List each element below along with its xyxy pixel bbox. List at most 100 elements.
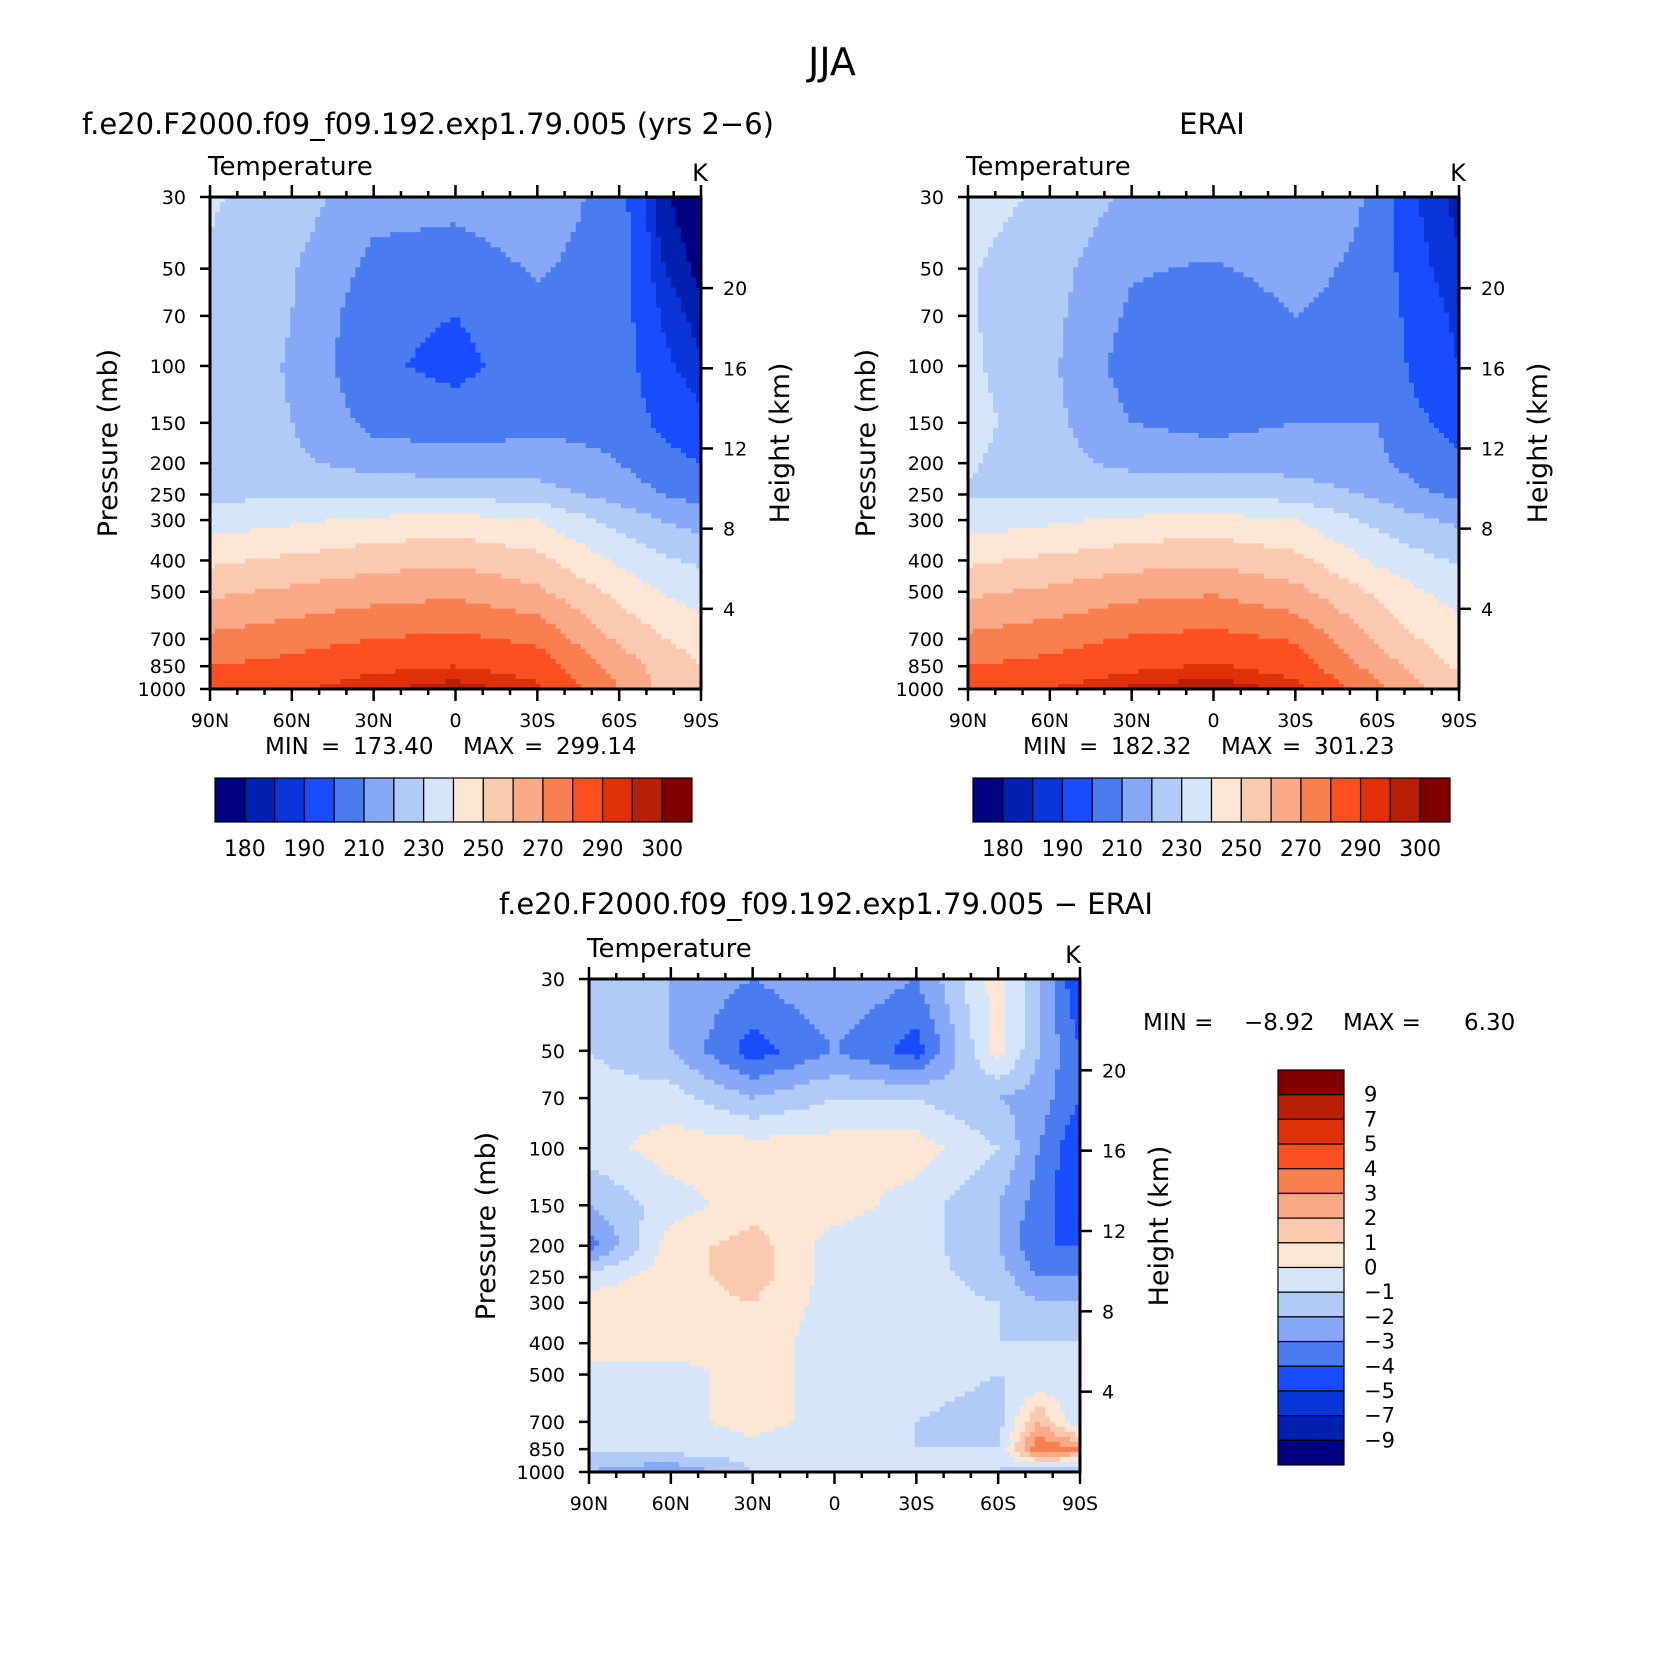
contour-cell (415, 202, 422, 208)
contour-cell (550, 322, 557, 329)
contour-cell (510, 427, 517, 434)
contour-cell (440, 332, 447, 339)
contour-cell (430, 372, 437, 379)
contour-cell (420, 272, 427, 278)
contour-cell (440, 237, 447, 243)
contour-cell (385, 448, 391, 454)
contour-cell (575, 322, 582, 329)
contour-cell (595, 377, 602, 384)
contour-cell (665, 312, 672, 319)
contour-cell (485, 397, 492, 404)
contour-cell (305, 262, 311, 268)
contour-cell (600, 427, 607, 434)
contour-cell (245, 432, 251, 439)
contour-cell (655, 432, 662, 439)
contour-cell (240, 232, 246, 238)
contour-cell (245, 437, 251, 444)
contour-cell (615, 352, 622, 359)
contour-cell (440, 247, 447, 253)
contour-cell (545, 252, 552, 258)
contour-cell (265, 247, 271, 253)
contour-cell (305, 352, 311, 359)
contour-cell (635, 443, 642, 449)
contour-cell (260, 202, 266, 208)
contour-cell (490, 337, 497, 344)
contour-cell (215, 287, 221, 293)
contour-cell (390, 317, 396, 324)
contour-cell (400, 282, 406, 288)
contour-cell (415, 232, 422, 238)
contour-cell (590, 272, 597, 278)
contour-cell (545, 357, 552, 364)
contour-cell (225, 352, 231, 359)
contour-cell (465, 427, 472, 434)
contour-cell (600, 432, 607, 439)
contour-cell (610, 282, 617, 288)
contour-cell (410, 207, 417, 213)
contour-cell (625, 367, 632, 374)
contour-cell (320, 247, 326, 253)
contour-cell (685, 362, 692, 369)
contour-cell (445, 197, 452, 203)
contour-cell (415, 357, 422, 364)
contour-cell (525, 217, 532, 223)
contour-cell (650, 347, 657, 354)
contour-cell (430, 352, 437, 359)
contour-cell (690, 307, 697, 314)
contour-cell (315, 267, 321, 273)
contour-cell (590, 307, 597, 314)
contour-cell (610, 322, 617, 329)
contour-cell (585, 252, 592, 258)
contour-cell (475, 202, 482, 208)
contour-cell (380, 372, 386, 379)
contour-cell (640, 392, 647, 399)
contour-cell (525, 227, 532, 233)
contour-cell (690, 317, 697, 324)
contour-cell (470, 377, 477, 384)
contour-cell (450, 387, 457, 394)
contour-cell (280, 252, 286, 258)
contour-cell (550, 227, 557, 233)
contour-cell (440, 287, 447, 293)
contour-cell (275, 302, 281, 309)
contour-cell (380, 247, 386, 253)
contour-cell (405, 207, 412, 213)
contour-cell (505, 222, 512, 228)
contour-cell (315, 352, 321, 359)
contour-cell (350, 362, 356, 369)
contour-cell (590, 322, 597, 329)
contour-cell (255, 257, 261, 263)
contour-cell (375, 327, 381, 334)
contour-cell (425, 292, 432, 299)
contour-cell (395, 422, 401, 429)
contour-cell (685, 282, 692, 288)
contour-cell (350, 322, 356, 329)
contour-cell (225, 232, 231, 238)
contour-cell (570, 287, 577, 293)
contour-cell (345, 397, 351, 404)
contour-cell (460, 387, 467, 394)
contour-cell (620, 252, 627, 258)
contour-cell (220, 322, 226, 329)
contour-cell (675, 357, 682, 364)
contour-cell (290, 342, 296, 349)
contour-cell (660, 257, 667, 263)
contour-cell (220, 387, 226, 394)
contour-cell (420, 437, 427, 444)
contour-cell (595, 352, 602, 359)
contour-cell (405, 372, 412, 379)
contour-cell (350, 207, 356, 213)
contour-cell (210, 357, 216, 364)
contour-cell (445, 287, 452, 293)
contour-cell (275, 322, 281, 329)
contour-cell (640, 397, 647, 404)
contour-cell (665, 357, 672, 364)
contour-cell (345, 352, 351, 359)
contour-cell (405, 337, 412, 344)
contour-cell (240, 372, 246, 379)
contour-cell (300, 407, 306, 414)
contour-cell (430, 397, 437, 404)
contour-cell (495, 302, 502, 309)
contour-cell (285, 247, 291, 253)
contour-cell (505, 317, 512, 324)
